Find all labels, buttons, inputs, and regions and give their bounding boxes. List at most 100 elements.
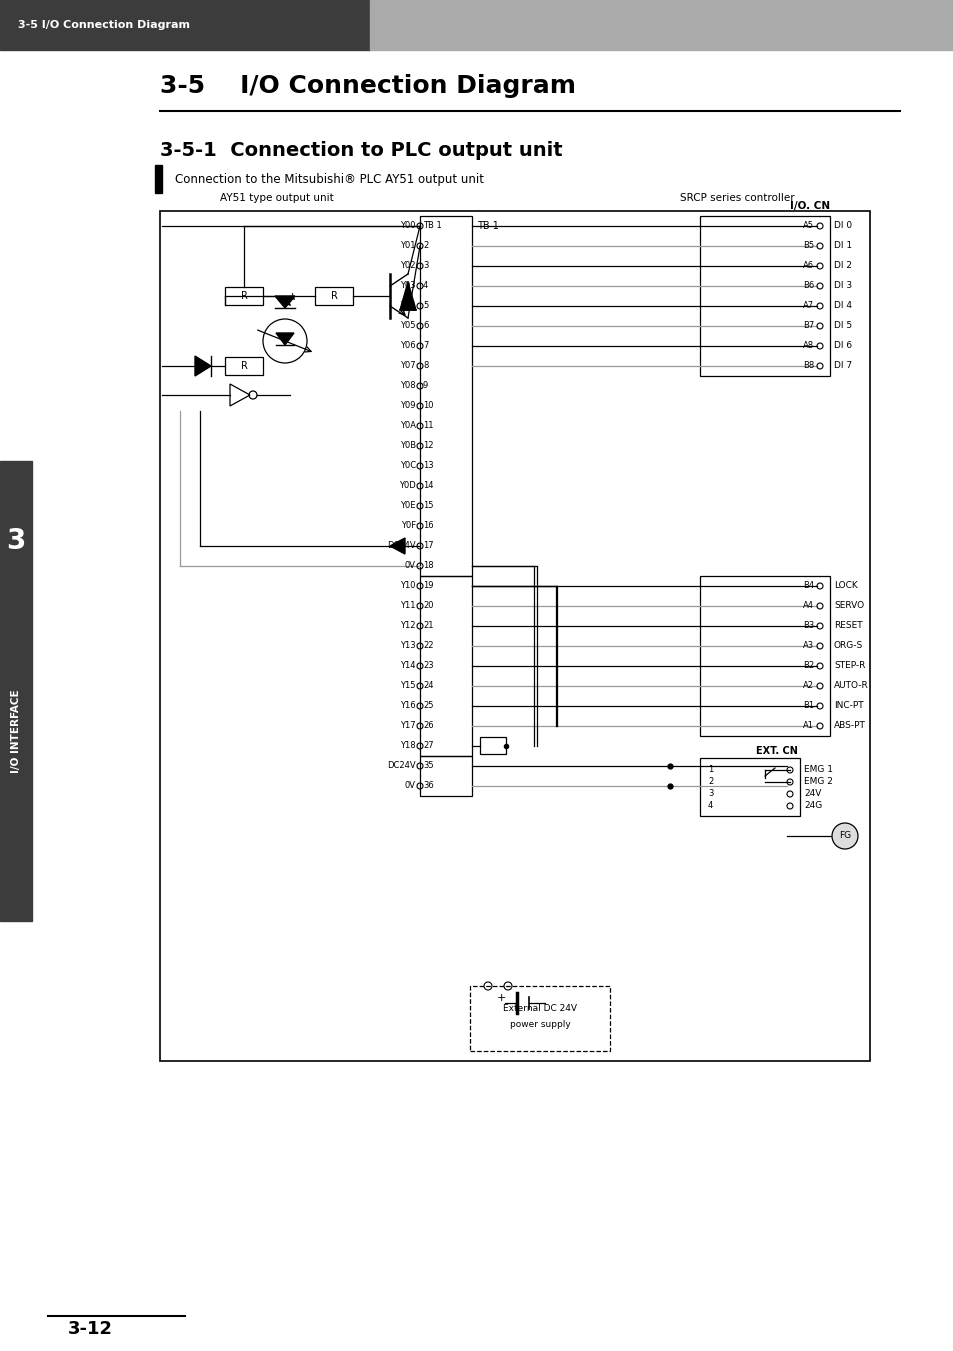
Bar bbox=[479, 738, 505, 754]
Text: 4: 4 bbox=[422, 281, 428, 290]
Text: EMG 1: EMG 1 bbox=[803, 766, 832, 774]
Text: Y16: Y16 bbox=[400, 701, 416, 711]
Text: Y0C: Y0C bbox=[399, 462, 416, 470]
Text: B4: B4 bbox=[802, 581, 813, 590]
Bar bbox=[700, 576, 829, 736]
Text: FG: FG bbox=[838, 831, 850, 840]
Text: A2: A2 bbox=[802, 681, 813, 690]
Polygon shape bbox=[274, 296, 294, 308]
Text: 36: 36 bbox=[422, 781, 434, 790]
Text: SRCP series controller: SRCP series controller bbox=[679, 193, 794, 203]
Text: ABS-PT: ABS-PT bbox=[833, 721, 865, 731]
Text: B7: B7 bbox=[801, 322, 813, 331]
Bar bbox=[419, 757, 472, 796]
Bar bbox=[419, 576, 472, 757]
Text: Y0F: Y0F bbox=[400, 521, 416, 531]
Bar bbox=[700, 758, 800, 816]
Text: AY51 type output unit: AY51 type output unit bbox=[220, 193, 334, 203]
Text: TB 1: TB 1 bbox=[476, 222, 498, 231]
Text: 24V: 24V bbox=[803, 789, 821, 798]
Text: A6: A6 bbox=[802, 262, 813, 270]
Text: 19: 19 bbox=[422, 581, 433, 590]
Text: 25: 25 bbox=[422, 701, 433, 711]
Text: A8: A8 bbox=[802, 342, 813, 350]
Text: B6: B6 bbox=[801, 281, 813, 290]
Text: 0V: 0V bbox=[405, 781, 416, 790]
Text: DC24V: DC24V bbox=[387, 762, 416, 770]
Polygon shape bbox=[399, 282, 416, 309]
Text: Y06: Y06 bbox=[400, 342, 416, 350]
Text: EMG 2: EMG 2 bbox=[803, 777, 832, 786]
Text: DI 1: DI 1 bbox=[833, 242, 851, 250]
Text: INC-PT: INC-PT bbox=[833, 701, 862, 711]
Text: ORG-S: ORG-S bbox=[833, 642, 862, 650]
Text: 12: 12 bbox=[422, 442, 433, 450]
Text: RESET: RESET bbox=[833, 621, 862, 631]
Text: Y07: Y07 bbox=[400, 362, 416, 370]
Text: AUTO-R: AUTO-R bbox=[833, 681, 868, 690]
Text: 3-5 I/O Connection Diagram: 3-5 I/O Connection Diagram bbox=[18, 20, 190, 30]
Text: 2: 2 bbox=[422, 242, 428, 250]
Text: Y0E: Y0E bbox=[400, 501, 416, 511]
Text: B8: B8 bbox=[801, 362, 813, 370]
Text: 4: 4 bbox=[707, 801, 713, 811]
Text: 3-5-1  Connection to PLC output unit: 3-5-1 Connection to PLC output unit bbox=[160, 142, 562, 161]
Text: I/O. CN: I/O. CN bbox=[789, 201, 829, 211]
Text: DI 2: DI 2 bbox=[833, 262, 851, 270]
Text: 18: 18 bbox=[422, 562, 434, 570]
Text: EXT. CN: EXT. CN bbox=[756, 746, 797, 757]
Polygon shape bbox=[390, 538, 405, 554]
Text: 9: 9 bbox=[422, 381, 428, 390]
Bar bbox=[225, 357, 263, 376]
Circle shape bbox=[831, 823, 857, 848]
Text: 8: 8 bbox=[422, 362, 428, 370]
Text: R: R bbox=[240, 290, 247, 301]
Text: DI 5: DI 5 bbox=[833, 322, 851, 331]
Text: I/O INTERFACE: I/O INTERFACE bbox=[11, 689, 21, 773]
Text: DI 0: DI 0 bbox=[833, 222, 851, 231]
Text: Y0A: Y0A bbox=[399, 422, 416, 431]
Text: Y02: Y02 bbox=[400, 262, 416, 270]
Text: 3: 3 bbox=[7, 527, 26, 555]
Text: 7: 7 bbox=[422, 342, 428, 350]
Text: 24: 24 bbox=[422, 681, 433, 690]
Text: LOCK: LOCK bbox=[833, 581, 857, 590]
Text: B2: B2 bbox=[802, 662, 813, 670]
Text: Y03: Y03 bbox=[400, 281, 416, 290]
Text: A5: A5 bbox=[802, 222, 813, 231]
Text: Y09: Y09 bbox=[400, 401, 416, 411]
Bar bbox=[419, 216, 472, 576]
Text: 21: 21 bbox=[422, 621, 433, 631]
Text: 17: 17 bbox=[422, 542, 434, 550]
Polygon shape bbox=[194, 357, 211, 376]
Text: DI 7: DI 7 bbox=[833, 362, 851, 370]
Text: Y14: Y14 bbox=[400, 662, 416, 670]
Text: A4: A4 bbox=[802, 601, 813, 611]
Bar bbox=[160, 211, 869, 1061]
Text: 3-12: 3-12 bbox=[68, 1320, 112, 1337]
Text: B3: B3 bbox=[801, 621, 813, 631]
Text: Y13: Y13 bbox=[400, 642, 416, 650]
Text: 20: 20 bbox=[422, 601, 433, 611]
Text: Y12: Y12 bbox=[400, 621, 416, 631]
Text: SERVO: SERVO bbox=[833, 601, 863, 611]
Bar bbox=[154, 165, 162, 193]
Text: Y08: Y08 bbox=[400, 381, 416, 390]
Text: External DC 24V: External DC 24V bbox=[502, 1004, 577, 1013]
Text: Y11: Y11 bbox=[400, 601, 416, 611]
Text: DI 3: DI 3 bbox=[833, 281, 851, 290]
Text: 22: 22 bbox=[422, 642, 433, 650]
Text: 23: 23 bbox=[422, 662, 434, 670]
Bar bbox=[700, 216, 829, 376]
Text: 13: 13 bbox=[422, 462, 434, 470]
Text: DI 4: DI 4 bbox=[833, 301, 851, 311]
Text: TB 1: TB 1 bbox=[422, 222, 441, 231]
Text: Y10: Y10 bbox=[400, 581, 416, 590]
Text: R: R bbox=[331, 290, 337, 301]
Text: Y0D: Y0D bbox=[399, 481, 416, 490]
Text: power supply: power supply bbox=[509, 1020, 570, 1029]
Text: Y01: Y01 bbox=[400, 242, 416, 250]
Text: 27: 27 bbox=[422, 742, 434, 751]
Text: 1: 1 bbox=[707, 766, 713, 774]
Text: B5: B5 bbox=[802, 242, 813, 250]
